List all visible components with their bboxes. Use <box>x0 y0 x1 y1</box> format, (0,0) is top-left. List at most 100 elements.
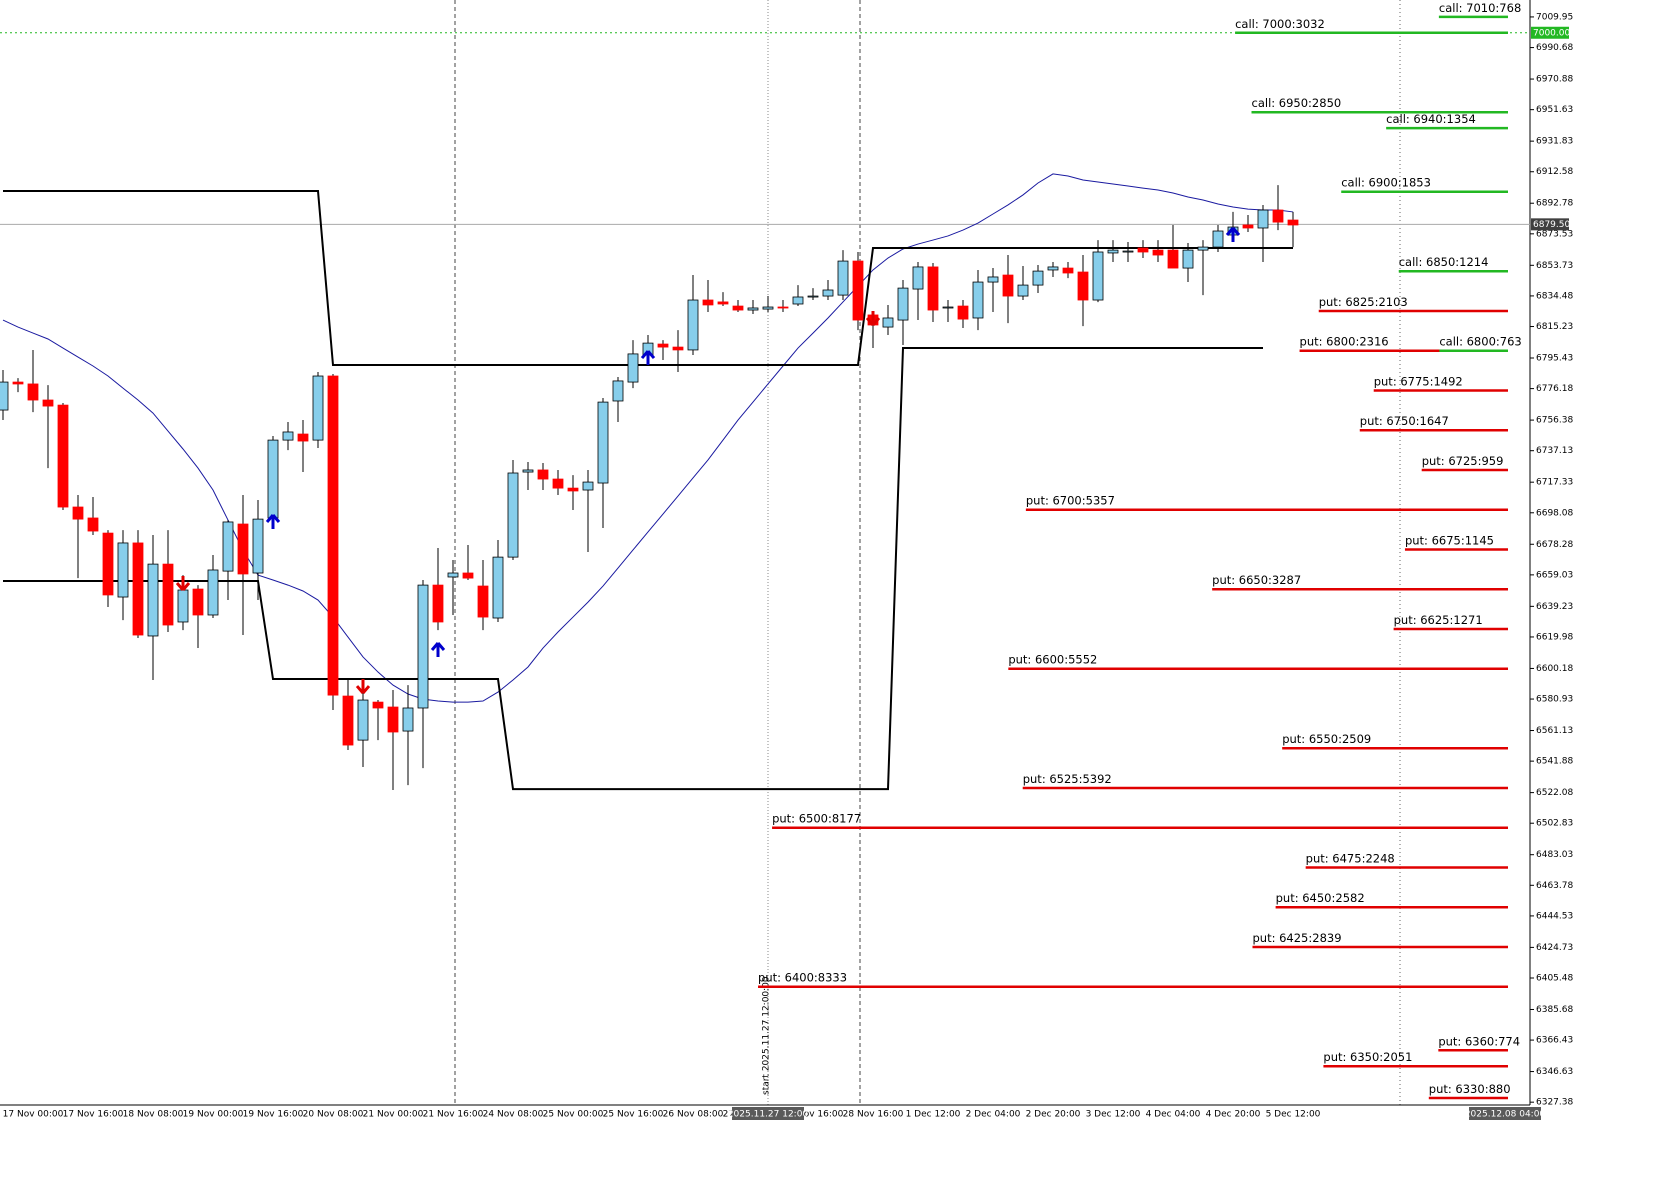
bear-candle <box>957 305 969 320</box>
level-label: put: 6525:5392 <box>1023 772 1112 786</box>
bull-candle <box>882 317 894 328</box>
bull-candle <box>597 401 609 484</box>
level-label: put: 6330:880 <box>1429 1082 1511 1096</box>
y-tick-label: 6892.78 <box>1536 199 1573 209</box>
level-label: put: 6500:8177 <box>772 812 861 826</box>
bull-candle <box>522 469 534 473</box>
bull-candle <box>222 521 234 572</box>
bull-candle <box>1257 209 1269 229</box>
y-tick-label: 6970.88 <box>1536 75 1573 85</box>
y-tick-label: 6366.43 <box>1536 1036 1573 1046</box>
bull-candle <box>147 563 159 637</box>
y-tick-label: 6463.78 <box>1536 881 1573 891</box>
x-tick-label: 21 Nov 00:00 <box>363 1110 424 1120</box>
bear-candle <box>12 381 24 385</box>
x-tick-label: 26 Nov 08:00 <box>663 1110 724 1120</box>
y-tick-label: 6639.23 <box>1536 602 1573 612</box>
bull-candle <box>1107 249 1119 254</box>
bear-candle <box>1137 247 1149 253</box>
x-tick-label: 25 Nov 00:00 <box>543 1110 604 1120</box>
bear-candle <box>567 487 579 492</box>
y-tick-label: 6619.98 <box>1536 632 1573 642</box>
y-tick-label: 6951.63 <box>1536 105 1573 115</box>
level-label: call: 6950:2850 <box>1252 96 1342 110</box>
bull-candle <box>627 353 639 383</box>
signal-arrow <box>865 310 881 326</box>
level-label: put: 6775:1492 <box>1374 374 1463 388</box>
level-label: put: 6800:2316 <box>1300 335 1389 349</box>
bear-candle <box>387 706 399 733</box>
price-tag <box>1531 26 1569 39</box>
bear-candle <box>372 701 384 709</box>
level-label: call: 7000:3032 <box>1235 17 1325 31</box>
x-tick-label: 27 Nov 16:00 <box>783 1110 844 1120</box>
bear-candle <box>42 399 54 407</box>
bear-candle <box>342 695 354 746</box>
bear-candle <box>927 266 939 311</box>
bull-candle <box>1212 230 1224 248</box>
y-tick-label: 6756.38 <box>1536 416 1573 426</box>
y-tick-label: 6795.43 <box>1536 354 1573 364</box>
signal-arrow <box>265 513 281 529</box>
time-highlight-label: 2025.11.27 12:00 <box>728 1110 809 1120</box>
x-tick-label: 4 Dec 04:00 <box>1146 1110 1201 1120</box>
x-tick-label: 18 Nov 08:00 <box>123 1110 184 1120</box>
y-tick-label: 6815.23 <box>1536 322 1573 332</box>
level-label: call: 6940:1354 <box>1386 112 1476 126</box>
y-tick-label: 6990.68 <box>1536 43 1573 53</box>
x-tick-label: 2 Dec 20:00 <box>1026 1110 1081 1120</box>
bull-candle <box>402 707 414 732</box>
x-tick-label: 28 Nov 16:00 <box>843 1110 904 1120</box>
level-label: put: 6825:2103 <box>1319 295 1408 309</box>
x-tick-label: 24 Nov 08:00 <box>483 1110 544 1120</box>
y-tick-label: 6659.03 <box>1536 570 1573 580</box>
level-label: put: 6700:5357 <box>1026 494 1115 508</box>
bull-candle <box>492 556 504 619</box>
level-label: put: 6625:1271 <box>1394 613 1483 627</box>
level-label: call: 6900:1853 <box>1341 176 1431 190</box>
y-tick-label: 6424.73 <box>1536 943 1573 953</box>
bear-candle <box>237 523 249 575</box>
bull-candle <box>912 266 924 290</box>
x-tick-label: 3 Dec 12:00 <box>1086 1110 1141 1120</box>
bear-candle <box>852 260 864 321</box>
bull-candle <box>837 260 849 296</box>
x-tick-label: 19 Nov 00:00 <box>183 1110 244 1120</box>
bear-candle <box>657 343 669 348</box>
bull-candle <box>357 699 369 741</box>
bull-candle <box>942 306 954 309</box>
time-highlight-label: 2025.12.08 04:00 <box>1465 1110 1546 1120</box>
bull-candle <box>282 431 294 441</box>
start-note: start 2025.11.27 12:00:00 <box>762 976 772 1095</box>
level-label: call: 6800:763 <box>1439 335 1521 349</box>
y-tick-label: 6853.73 <box>1536 261 1573 271</box>
bull-candle <box>507 472 519 558</box>
y-tick-label: 6541.88 <box>1536 757 1573 767</box>
y-tick-label: 6502.83 <box>1536 819 1573 829</box>
x-tick-label: 4 Dec 20:00 <box>1206 1110 1261 1120</box>
bear-candle <box>702 299 714 306</box>
level-label: call: 6850:1214 <box>1399 255 1489 269</box>
bear-candle <box>87 517 99 532</box>
bull-candle <box>267 439 279 519</box>
bear-candle <box>162 563 174 626</box>
bull-candle <box>897 287 909 321</box>
bull-candle <box>177 589 189 623</box>
bear-candle <box>57 404 69 508</box>
bull-candle <box>1032 270 1044 286</box>
level-label: put: 6475:2248 <box>1306 851 1395 865</box>
level-label: put: 6400:8333 <box>758 971 847 985</box>
bear-candle <box>72 506 84 520</box>
level-label: put: 6550:2509 <box>1282 732 1371 746</box>
signal-arrow <box>1225 227 1241 242</box>
bull-candle <box>0 381 9 411</box>
level-label: put: 6650:3287 <box>1212 573 1301 587</box>
x-tick-label: 19 Nov 16:00 <box>243 1110 304 1120</box>
y-tick-label: 6600.18 <box>1536 664 1573 674</box>
x-tick-label: 20 Nov 08:00 <box>303 1110 364 1120</box>
bull-candle <box>1092 251 1104 301</box>
bull-candle <box>582 481 594 491</box>
bear-candle <box>132 542 144 636</box>
